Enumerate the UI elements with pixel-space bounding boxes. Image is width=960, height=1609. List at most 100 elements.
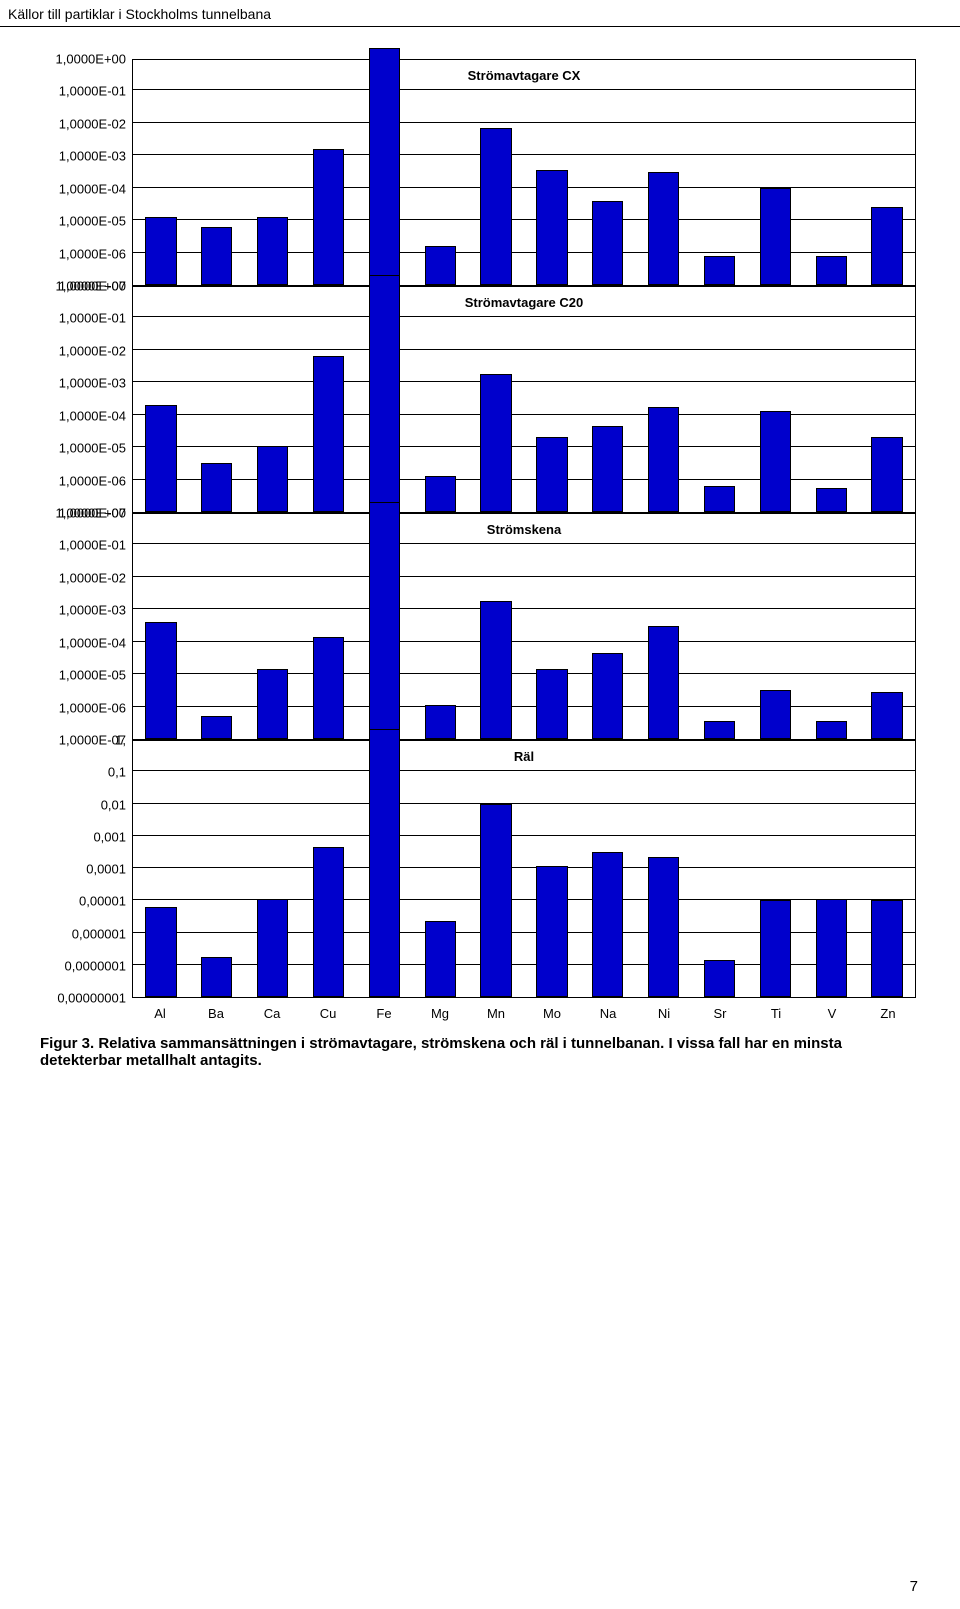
bar-fe (369, 729, 400, 997)
y-tick-label: 1,0000E-05 (59, 441, 126, 456)
bars (133, 514, 915, 739)
bar-v (816, 488, 847, 512)
y-tick-label: 1,0000E+00 (56, 52, 126, 67)
y-axis: 0,000000010,00000010,0000010,000010,0001… (24, 740, 132, 998)
bars (133, 60, 915, 285)
bar-mo (536, 437, 567, 512)
chart-cx: 1,0000E-071,0000E-061,0000E-051,0000E-04… (24, 59, 916, 286)
bar-mn (480, 804, 511, 998)
bar-v (816, 721, 847, 739)
x-tick-label: Sr (692, 1006, 748, 1021)
y-tick-label: 1,0000E-01 (59, 84, 126, 99)
bar-mn (480, 601, 511, 739)
chart-ral: 0,000000010,00000010,0000010,000010,0001… (24, 740, 916, 998)
bar-al (145, 907, 176, 997)
bar-ca (257, 669, 288, 739)
page: Källor till partiklar i Stockholms tunne… (0, 0, 960, 1609)
y-tick-label: 1,0000E-01 (59, 311, 126, 326)
y-axis: 1,0000E-071,0000E-061,0000E-051,0000E-04… (24, 286, 132, 513)
y-tick-label: 1,0000E-04 (59, 635, 126, 650)
figure-caption: Figur 3. Relativa sammansättningen i str… (0, 1029, 960, 1069)
y-tick-label: 0,0000001 (65, 958, 126, 973)
bar-al (145, 405, 176, 512)
y-tick-label: 0,000001 (72, 926, 126, 941)
bar-ti (760, 411, 791, 512)
bar-v (816, 899, 847, 997)
y-tick-label: 1,0000E-02 (59, 116, 126, 131)
bar-cu (313, 637, 344, 739)
running-header: Källor till partiklar i Stockholms tunne… (0, 4, 960, 24)
bar-fe (369, 48, 400, 285)
x-tick-label: Ti (748, 1006, 804, 1021)
y-tick-label: 1,0000E-06 (59, 700, 126, 715)
bar-zn (871, 692, 902, 739)
bar-na (592, 852, 623, 997)
bar-ba (201, 957, 232, 997)
bar-ti (760, 900, 791, 997)
bar-v (816, 256, 847, 285)
charts-container: 1,0000E-071,0000E-061,0000E-051,0000E-04… (0, 27, 960, 1029)
bar-ca (257, 899, 288, 997)
bar-ti (760, 690, 791, 739)
bar-zn (871, 900, 902, 997)
x-tick-label: Ni (636, 1006, 692, 1021)
bar-zn (871, 207, 902, 285)
y-tick-label: 1,0000E-04 (59, 408, 126, 423)
bar-ba (201, 463, 232, 512)
y-tick-label: 1,0000E-02 (59, 570, 126, 585)
y-tick-label: 0,1 (108, 765, 126, 780)
caption-bold-rest: Relativa sammansättningen i strömavtagar… (40, 1035, 842, 1069)
x-tick-label: Ca (244, 1006, 300, 1021)
bar-ni (648, 857, 679, 997)
bar-mg (425, 476, 456, 512)
bar-ni (648, 172, 679, 286)
bar-mg (425, 705, 456, 739)
plot-area: Räl (132, 740, 916, 998)
x-axis-labels: AlBaCaCuFeMgMnMoNaNiSrTiVZn (24, 1006, 916, 1021)
bar-ca (257, 446, 288, 512)
bars (133, 287, 915, 512)
bar-ca (257, 217, 288, 285)
plot-area: Strömavtagare CX (132, 59, 916, 286)
y-axis: 1,0000E-071,0000E-061,0000E-051,0000E-04… (24, 59, 132, 286)
y-tick-label: 1,0000E-05 (59, 214, 126, 229)
y-tick-label: 1,0000E-05 (59, 668, 126, 683)
x-tick-label: Zn (860, 1006, 916, 1021)
x-tick-label: Cu (300, 1006, 356, 1021)
bars (133, 741, 915, 997)
y-tick-label: 1,0000E+00 (56, 506, 126, 521)
bar-cu (313, 149, 344, 285)
bar-mo (536, 669, 567, 739)
chart-c20: 1,0000E-071,0000E-061,0000E-051,0000E-04… (24, 286, 916, 513)
bar-ni (648, 407, 679, 512)
y-tick-label: 1,0000E-03 (59, 149, 126, 164)
bar-na (592, 653, 623, 739)
chart-skena: 1,0000E-071,0000E-061,0000E-051,0000E-04… (24, 513, 916, 740)
bar-cu (313, 847, 344, 997)
page-number: 7 (910, 1578, 918, 1595)
plot-area: Strömskena (132, 513, 916, 740)
bar-ti (760, 188, 791, 285)
bar-mo (536, 866, 567, 997)
y-tick-label: 1,0000E-02 (59, 343, 126, 358)
bar-al (145, 622, 176, 739)
bar-zn (871, 437, 902, 512)
x-tick-label: Ba (188, 1006, 244, 1021)
bar-al (145, 217, 176, 285)
bar-sr (704, 960, 735, 997)
bar-sr (704, 256, 735, 285)
plot-area: Strömavtagare C20 (132, 286, 916, 513)
x-tick-label: Fe (356, 1006, 412, 1021)
x-tick-label: V (804, 1006, 860, 1021)
y-tick-label: 1,0000E-03 (59, 603, 126, 618)
x-tick-label: Mg (412, 1006, 468, 1021)
bar-ni (648, 626, 679, 740)
bar-mo (536, 170, 567, 285)
x-tick-label: Na (580, 1006, 636, 1021)
x-tick-label: Mn (468, 1006, 524, 1021)
y-tick-label: 1,0000E-03 (59, 376, 126, 391)
bar-na (592, 201, 623, 285)
bar-fe (369, 275, 400, 512)
y-tick-label: 1,0000E-04 (59, 181, 126, 196)
bar-cu (313, 356, 344, 512)
